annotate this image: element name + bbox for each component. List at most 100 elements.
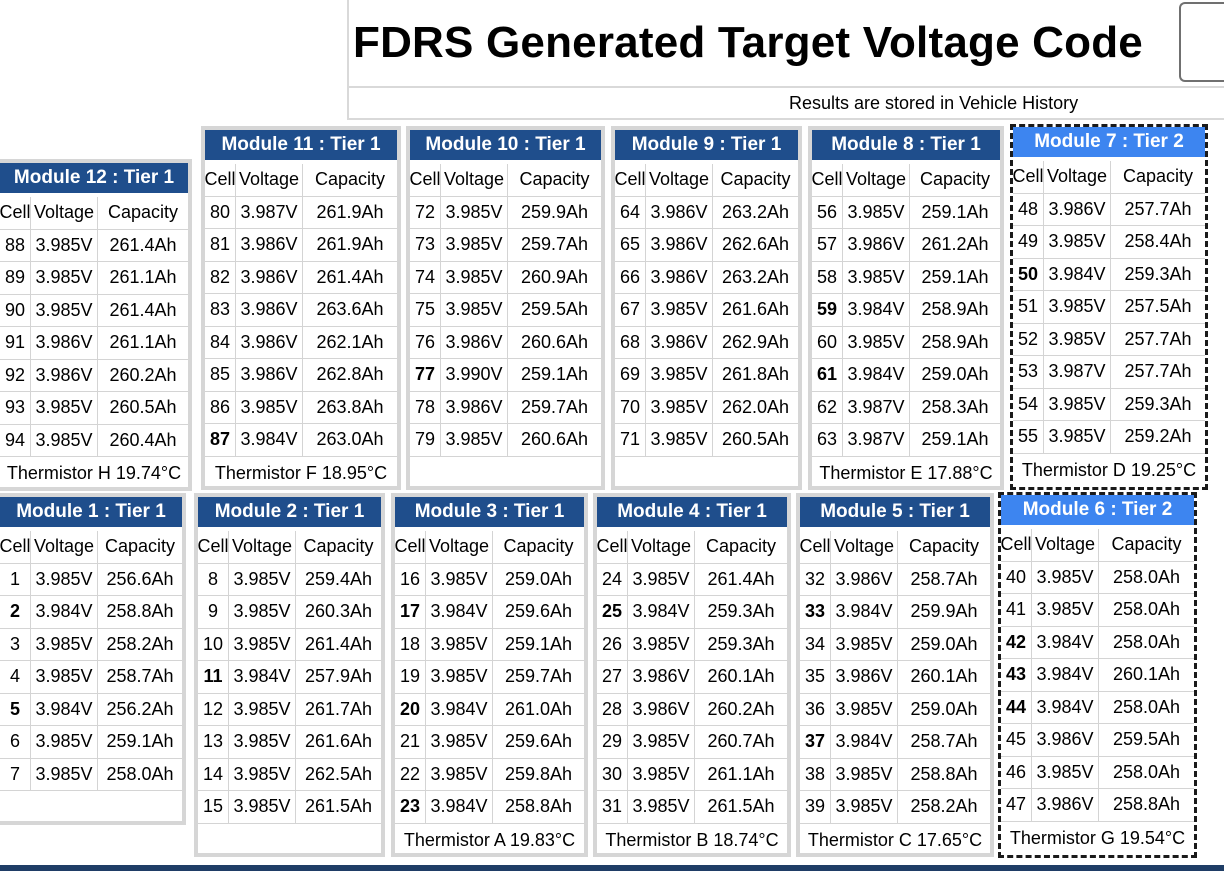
- cell-capacity: 260.4Ah: [98, 425, 188, 457]
- cell-capacity: 260.1Ah: [898, 661, 990, 694]
- cell-voltage: 3.985V: [1044, 421, 1111, 454]
- table-row: 8 3.985V 259.4Ah: [198, 563, 381, 596]
- cell-number: 33: [800, 596, 831, 629]
- cell-number: 34: [800, 628, 831, 661]
- table-row: 62 3.987V 258.3Ah: [812, 391, 1000, 424]
- cell-voltage: 3.986V: [831, 661, 898, 694]
- cell-capacity: 259.9Ah: [508, 197, 601, 229]
- cell-column-header: Cell: [395, 531, 426, 564]
- cell-capacity: 261.4Ah: [98, 230, 188, 262]
- cell-number: 41: [1001, 594, 1032, 627]
- cell-number: 9: [198, 596, 229, 629]
- cell-voltage: 3.986V: [1044, 193, 1111, 226]
- cell-capacity: 257.7Ah: [1111, 356, 1205, 389]
- cell-table: Cell Voltage Capacity 8 3.985V 259.4Ah 9 3.985V…: [198, 531, 381, 824]
- cell-capacity: 258.7Ah: [898, 726, 990, 759]
- thermistor-reading: Thermistor H 19.74°C: [6, 463, 182, 483]
- table-row: 75 3.985V 259.5Ah: [410, 294, 601, 327]
- cell-voltage: 3.986V: [236, 229, 303, 262]
- cell-voltage: 3.984V: [426, 693, 493, 726]
- cell-capacity: 259.7Ah: [493, 661, 584, 694]
- table-header-row: Cell Voltage Capacity: [198, 531, 381, 564]
- cell-number: 82: [205, 261, 236, 294]
- cell-number: 11: [198, 661, 229, 694]
- cell-capacity: 259.3Ah: [695, 596, 787, 629]
- cell-capacity: 263.6Ah: [303, 294, 397, 327]
- cell-capacity: 257.7Ah: [1111, 194, 1205, 226]
- cell-voltage: 3.985V: [441, 229, 508, 262]
- cell-number: 63: [812, 424, 843, 457]
- cell-capacity: 259.4Ah: [296, 564, 381, 596]
- module-10-panel: Module 10 : Tier 1 Cell Voltage Capacity 72 3…: [406, 126, 605, 490]
- module-title: Module 10 : Tier 1: [410, 130, 601, 160]
- voltage-column-header: Voltage: [831, 531, 898, 564]
- cell-number: 85: [205, 359, 236, 392]
- cell-number: 7: [0, 758, 31, 791]
- module-title: Module 9 : Tier 1: [615, 130, 798, 160]
- cell-voltage: 3.986V: [646, 229, 713, 262]
- table-row: 67 3.985V 261.6Ah: [615, 294, 798, 327]
- cell-voltage: 3.985V: [31, 392, 98, 425]
- cell-capacity: 259.5Ah: [1099, 724, 1194, 757]
- table-row: 58 3.985V 259.1Ah: [812, 261, 1000, 294]
- cell-capacity: 261.2Ah: [910, 229, 1000, 262]
- cell-capacity: 261.5Ah: [296, 791, 381, 824]
- table-row: 45 3.986V 259.5Ah: [1001, 724, 1194, 757]
- table-row: 18 3.985V 259.1Ah: [395, 628, 584, 661]
- cell-capacity: 258.8Ah: [898, 759, 990, 791]
- cell-voltage: 3.985V: [31, 424, 98, 457]
- table-row: 92 3.986V 260.2Ah: [0, 359, 188, 392]
- cell-voltage: 3.986V: [236, 326, 303, 359]
- table-row: 41 3.985V 258.0Ah: [1001, 594, 1194, 627]
- cell-voltage: 3.984V: [426, 791, 493, 824]
- table-row: 1 3.985V 256.6Ah: [0, 563, 182, 596]
- cell-voltage: 3.986V: [831, 563, 898, 596]
- cell-voltage: 3.985V: [229, 628, 296, 661]
- table-row: 52 3.985V 257.7Ah: [1013, 323, 1205, 356]
- cell-capacity: 259.7Ah: [508, 229, 601, 262]
- cell-voltage: 3.985V: [441, 424, 508, 457]
- cell-voltage: 3.986V: [236, 359, 303, 392]
- table-row: 83 3.986V 263.6Ah: [205, 294, 397, 327]
- table-row: 17 3.984V 259.6Ah: [395, 596, 584, 629]
- cell-capacity: 257.7Ah: [1111, 324, 1205, 356]
- cell-number: 78: [410, 391, 441, 424]
- cell-capacity: 262.9Ah: [713, 327, 798, 359]
- cell-capacity: 258.0Ah: [1099, 757, 1194, 789]
- cell-number: 13: [198, 726, 229, 759]
- table-row: 49 3.985V 258.4Ah: [1013, 226, 1205, 259]
- voltage-column-header: Voltage: [1032, 529, 1099, 562]
- cell-number: 43: [1001, 659, 1032, 692]
- table-row: 88 3.985V 261.4Ah: [0, 229, 188, 262]
- cell-number: 74: [410, 261, 441, 294]
- table-row: 78 3.986V 259.7Ah: [410, 391, 601, 424]
- cell-capacity: 259.7Ah: [508, 392, 601, 424]
- cell-capacity: 260.1Ah: [695, 661, 787, 694]
- cell-number: 26: [597, 628, 628, 661]
- thermistor-reading: Thermistor G 19.54°C: [1009, 827, 1186, 848]
- cell-number: 58: [812, 261, 843, 294]
- voltage-column-header: Voltage: [236, 164, 303, 197]
- cell-voltage: 3.985V: [229, 563, 296, 596]
- cell-number: 29: [597, 726, 628, 759]
- cell-column-header: Cell: [597, 531, 628, 564]
- cell-voltage: 3.985V: [441, 261, 508, 294]
- table-row: 28 3.986V 260.2Ah: [597, 693, 787, 726]
- cell-voltage: 3.986V: [31, 327, 98, 360]
- cell-capacity: 261.4Ah: [303, 262, 397, 294]
- table-row: 10 3.985V 261.4Ah: [198, 628, 381, 661]
- cell-voltage: 3.984V: [1032, 659, 1099, 692]
- cell-number: 72: [410, 196, 441, 229]
- cell-capacity: 259.1Ah: [910, 262, 1000, 294]
- cell-number: 60: [812, 326, 843, 359]
- capacity-column-header: Capacity: [1111, 161, 1205, 194]
- cell-number: 55: [1013, 421, 1044, 454]
- cell-number: 79: [410, 424, 441, 457]
- module-5-panel: Module 5 : Tier 1 Cell Voltage Capacity 32 3.…: [796, 493, 994, 857]
- module-title: Module 2 : Tier 1: [198, 497, 381, 527]
- cell-voltage: 3.985V: [441, 294, 508, 327]
- cell-capacity: 258.7Ah: [898, 564, 990, 596]
- cell-capacity: 262.8Ah: [303, 359, 397, 392]
- cell-number: 81: [205, 229, 236, 262]
- cell-capacity: 260.2Ah: [695, 694, 787, 726]
